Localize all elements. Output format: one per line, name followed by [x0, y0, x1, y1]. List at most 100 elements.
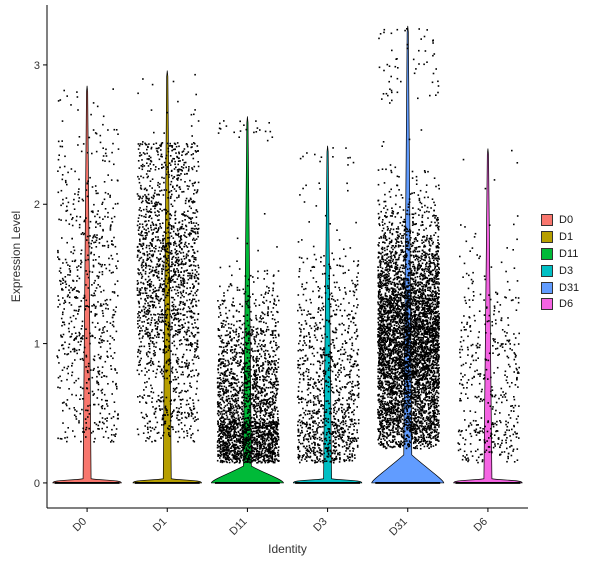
cell-point [275, 440, 277, 442]
cell-point [155, 346, 157, 348]
cell-point [244, 432, 246, 434]
cell-point [188, 168, 190, 170]
cell-point [177, 230, 179, 232]
cell-point [86, 183, 88, 185]
cell-point [244, 458, 246, 460]
cell-point [155, 325, 157, 327]
cell-point [80, 306, 82, 308]
cell-point [191, 167, 193, 169]
cell-point [176, 197, 178, 199]
cell-point [174, 188, 176, 190]
cell-point [221, 326, 223, 328]
cell-point [96, 193, 98, 195]
cell-point [266, 426, 268, 428]
cell-point [300, 443, 302, 445]
cell-point [145, 200, 147, 202]
cell-point [198, 300, 200, 302]
cell-point [243, 427, 245, 429]
cell-point [149, 436, 151, 438]
cell-point [161, 424, 163, 426]
cell-point [256, 387, 258, 389]
cell-point [69, 292, 71, 294]
cell-point [219, 394, 221, 396]
cell-point [171, 250, 173, 252]
cell-point [142, 226, 144, 228]
cell-point [220, 363, 222, 365]
cell-point [89, 405, 91, 407]
cell-point [158, 336, 160, 338]
cell-point [188, 151, 190, 153]
cell-point [268, 431, 270, 433]
cell-point [95, 326, 97, 328]
cell-point [87, 372, 89, 374]
cell-point [117, 260, 119, 262]
cell-point [151, 261, 153, 263]
cell-point [156, 321, 158, 323]
cell-point [234, 431, 236, 433]
cell-point [166, 362, 168, 364]
cell-point [150, 365, 152, 367]
cell-point [150, 260, 152, 262]
cell-point [176, 286, 178, 288]
cell-point [141, 287, 143, 289]
cell-point [270, 379, 272, 381]
cell-point [165, 164, 167, 166]
cell-point [252, 395, 254, 397]
cell-point [188, 330, 190, 332]
cell-point [66, 405, 68, 407]
cell-point [184, 412, 186, 414]
cell-point [70, 251, 72, 253]
cell-point [87, 152, 89, 154]
cell-point [150, 180, 152, 182]
cell-point [146, 189, 148, 191]
cell-point [220, 430, 222, 432]
cell-point [146, 251, 148, 253]
cell-point [356, 331, 358, 333]
cell-point [164, 247, 166, 249]
cell-point [267, 406, 269, 408]
cell-point [167, 243, 169, 245]
cell-point [173, 274, 175, 276]
cell-point [229, 423, 231, 425]
cell-point [229, 266, 231, 268]
cell-point [176, 387, 178, 389]
cell-point [84, 295, 86, 297]
cell-point [225, 430, 227, 432]
cell-point [145, 267, 147, 269]
cell-point [93, 441, 95, 443]
cell-point [62, 297, 64, 299]
cell-point [225, 335, 227, 337]
cell-point [222, 303, 224, 305]
cell-point [256, 412, 258, 414]
cell-point [72, 260, 74, 262]
cell-point [240, 453, 242, 455]
cell-point [266, 438, 268, 440]
cell-point [148, 310, 150, 312]
cell-point [233, 337, 235, 339]
cell-point [192, 306, 194, 308]
cell-point [163, 332, 165, 334]
cell-point [107, 241, 109, 243]
cell-point [186, 255, 188, 257]
cell-point [197, 375, 199, 377]
cell-point [67, 264, 69, 266]
cell-point [238, 397, 240, 399]
cell-point [221, 417, 223, 419]
cell-point [254, 421, 256, 423]
cell-point [87, 180, 89, 182]
cell-point [162, 248, 164, 250]
cell-point [178, 195, 180, 197]
cell-point [151, 401, 153, 403]
cell-point [174, 241, 176, 243]
cell-point [265, 434, 267, 436]
cell-point [260, 417, 262, 419]
cell-point [91, 211, 93, 213]
cell-point [112, 272, 114, 274]
cell-point [230, 436, 232, 438]
cell-point [276, 246, 278, 248]
cell-point [138, 143, 140, 145]
cell-point [194, 225, 196, 227]
cell-point [191, 300, 193, 302]
cell-point [195, 269, 197, 271]
cell-point [177, 357, 179, 359]
